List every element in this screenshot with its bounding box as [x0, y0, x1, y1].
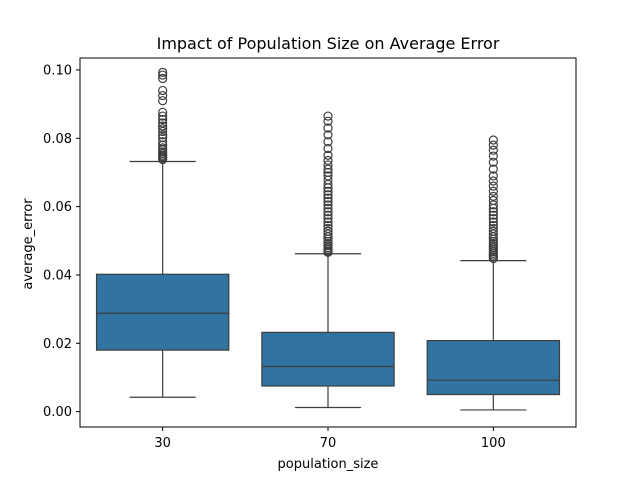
outlier-point	[323, 150, 333, 160]
box-iqr	[95, 273, 230, 351]
outlier-point	[158, 90, 168, 101]
outlier-point	[488, 176, 498, 186]
outlier-point	[488, 223, 498, 234]
outlier-point	[323, 207, 333, 217]
outlier-point	[323, 213, 333, 224]
outlier-point	[158, 137, 168, 147]
outlier-point	[323, 220, 333, 231]
outlier-point	[158, 70, 168, 80]
y-tick-label: 0.00	[43, 405, 72, 420]
outlier-point	[323, 130, 333, 140]
outlier-point	[488, 171, 498, 181]
outlier-point	[488, 220, 498, 231]
outlier-point	[488, 207, 498, 217]
outlier-point	[158, 143, 168, 153]
outlier-point	[323, 203, 333, 213]
outlier-point	[158, 73, 168, 84]
outlier-point	[488, 226, 498, 236]
outlier-point	[323, 143, 333, 154]
outlier-point	[323, 123, 333, 133]
outlier-point	[158, 111, 168, 121]
outlier-point	[323, 111, 333, 121]
outlier-point	[488, 151, 498, 161]
outlier-point	[323, 193, 333, 203]
outlier-point	[323, 116, 333, 126]
outlier-point	[158, 85, 168, 96]
x-axis-label: population_size	[278, 457, 379, 472]
outlier-point	[323, 226, 333, 236]
outlier-point	[488, 181, 498, 191]
outlier-point	[488, 186, 498, 196]
outlier-point	[488, 164, 498, 174]
chart-title: Impact of Population Size on Average Err…	[157, 34, 500, 53]
outlier-point	[488, 213, 498, 224]
outlier-point	[323, 217, 333, 227]
outlier-point	[158, 67, 168, 77]
x-tick-label: 30	[154, 436, 171, 451]
outlier-point	[488, 157, 498, 167]
y-tick-label: 0.02	[43, 337, 72, 352]
outlier-point	[488, 140, 498, 150]
outlier-point	[158, 114, 168, 125]
outlier-point	[158, 124, 168, 134]
outlier-point	[158, 133, 168, 143]
outlier-point	[158, 96, 168, 106]
outlier-point	[488, 210, 498, 220]
y-axis-label: average_error	[21, 198, 36, 290]
outlier-point	[158, 118, 168, 128]
outlier-point	[488, 191, 498, 201]
box-iqr	[261, 331, 395, 387]
outlier-point	[323, 160, 333, 170]
outlier-point	[488, 135, 498, 145]
outlier-point	[488, 217, 498, 227]
outlier-point	[158, 121, 168, 131]
y-tick-label: 0.04	[43, 268, 72, 283]
outlier-point	[323, 137, 333, 147]
y-tick-label: 0.06	[43, 200, 72, 215]
outlier-point	[158, 130, 168, 140]
x-tick-label: 70	[320, 436, 337, 451]
outlier-point	[323, 155, 333, 166]
box-iqr	[426, 339, 561, 396]
outlier-point	[323, 223, 333, 234]
y-tick-label: 0.10	[43, 63, 72, 78]
outlier-point	[323, 171, 333, 181]
x-tick-label: 100	[481, 436, 506, 451]
outlier-point	[488, 195, 498, 206]
outlier-point	[323, 210, 333, 220]
y-tick-label: 0.08	[43, 132, 72, 147]
outlier-point	[323, 190, 333, 200]
outlier-point	[488, 145, 498, 155]
outlier-point	[323, 200, 333, 210]
outlier-point	[323, 186, 333, 196]
outlier-point	[158, 107, 168, 117]
outlier-point	[323, 196, 333, 207]
plot-area: 0.00 0.02 0.04 0.06 0.08 0.10 30 70 100	[43, 57, 577, 451]
